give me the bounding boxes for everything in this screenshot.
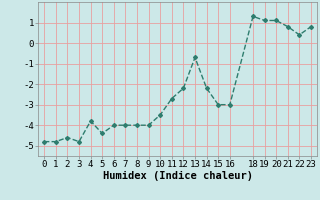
X-axis label: Humidex (Indice chaleur): Humidex (Indice chaleur) xyxy=(103,171,252,181)
